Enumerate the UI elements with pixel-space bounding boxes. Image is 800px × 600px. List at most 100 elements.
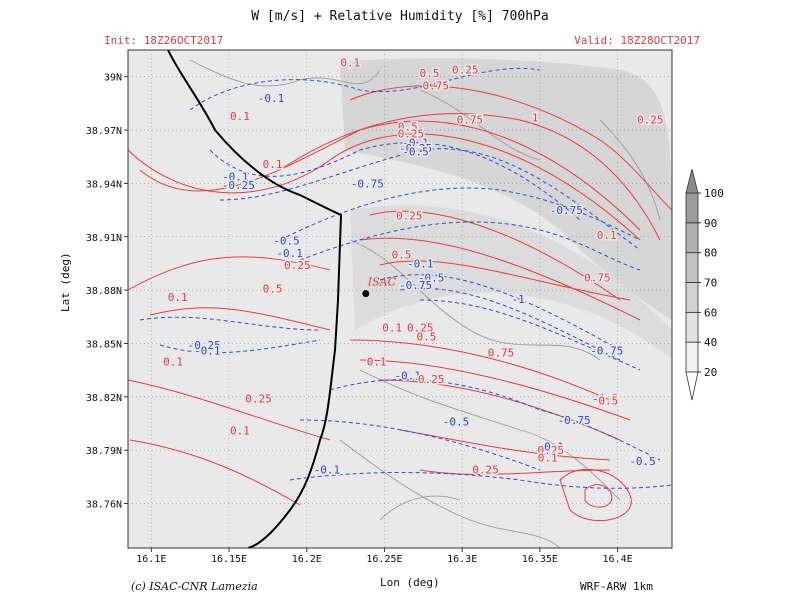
model-label: WRF-ARW 1km — [580, 580, 653, 593]
contour-label: -0.1 — [276, 247, 303, 260]
contour-label: -0.75 — [558, 414, 591, 427]
station-label: ISAC — [367, 276, 397, 289]
contour-label: 0.1 — [340, 56, 360, 69]
contour-label: -0.25 — [399, 142, 432, 155]
x-tick-label: 16.35E — [522, 554, 558, 565]
y-tick-label: 38.76N — [86, 500, 122, 511]
x-tick-label: 16.15E — [211, 554, 247, 565]
colorbar-tick-label: 20 — [704, 366, 717, 379]
x-tick-label: 16.3E — [447, 554, 477, 565]
contour-label: -0.5 — [629, 455, 656, 468]
contour-label: -0.1 — [314, 464, 341, 477]
contour-label: -0.5 — [418, 272, 445, 285]
contour-label: -0.25 — [188, 339, 221, 352]
contour-label: -0.5 — [273, 234, 300, 247]
downward-contours — [139, 67, 672, 489]
contour-label: 0.25 — [245, 393, 272, 406]
contour-label: -0.1 — [258, 92, 285, 105]
contour-label: 0.25 — [452, 64, 479, 77]
contour-label: 0.25 — [538, 444, 565, 457]
contour-label: 0.75 — [584, 272, 611, 285]
x-axis-label: Lon (deg) — [380, 576, 440, 589]
contour-label: 0.25 — [637, 113, 664, 126]
valid-time-label: Valid: 18Z28OCT2017 — [574, 34, 700, 47]
upward-contours — [128, 85, 672, 522]
y-tick-label: 38.85N — [86, 339, 122, 350]
contour-label: 0.25 — [396, 209, 423, 222]
colorbar-tick-label: 80 — [704, 247, 717, 260]
contour-label: 0.1 — [230, 110, 250, 123]
contour-label: -0.5 — [592, 393, 619, 406]
colorbar-bottom-arrow — [685, 371, 699, 401]
contour-label: 0.75 — [457, 113, 484, 126]
contour-label: -0.75 — [550, 204, 583, 217]
boundary-lines — [189, 59, 661, 548]
contour-label: 0.1 — [382, 321, 402, 334]
contour-label: 0.5 — [392, 249, 412, 262]
humidity-fill-band — [350, 205, 672, 360]
x-tick-label: 16.1E — [136, 554, 166, 565]
contour-label: -0.1 — [402, 136, 429, 149]
y-tick-label: 39N — [104, 73, 122, 84]
y-tick-label: 38.88N — [86, 286, 122, 297]
colorbar-segment — [685, 341, 699, 373]
contour-label: -0.25 — [222, 179, 255, 192]
contour-label: 0.25 — [398, 128, 425, 141]
contour-label: 0.5 — [598, 394, 618, 407]
contour-label: 0.75 — [488, 346, 515, 359]
y-tick-label: 38.79N — [86, 446, 122, 457]
x-tick-label: 16.4E — [603, 554, 633, 565]
colorbar-top-arrow — [685, 168, 699, 194]
contour-label: 0.1 — [538, 451, 558, 464]
contour-label: 0.25 — [407, 321, 434, 334]
y-tick-label: 38.94N — [86, 179, 122, 190]
contour-label: 0.5 — [398, 120, 418, 133]
contour-label: -0.1 — [395, 369, 422, 382]
contour-label: 0.1 — [163, 355, 183, 368]
contour-label: 0.1 — [263, 158, 283, 171]
init-time-label: Init: 18Z26OCT2017 — [104, 34, 224, 47]
colorbar-tick-label: 100 — [704, 187, 724, 200]
contour-label: 0.25 — [418, 373, 445, 386]
colorbar-segment — [685, 252, 699, 283]
humidity-fill-upper — [340, 58, 672, 321]
colorbar-tick-label: 90 — [704, 217, 717, 230]
x-tick-label: 16.2E — [292, 554, 322, 565]
contour-label: 0.1 — [367, 355, 387, 368]
contour-label: -0.1 — [194, 345, 221, 358]
colorbar-segment — [685, 222, 699, 254]
coastline — [167, 50, 343, 548]
contour-label: -1 — [512, 293, 525, 306]
contour-label: -0.5 — [402, 145, 429, 158]
colorbar-segment — [685, 311, 699, 343]
y-tick-label: 38.82N — [86, 393, 122, 404]
colorbar-tick-label: 60 — [704, 306, 717, 319]
contour-label: 0.25 — [284, 259, 311, 272]
contour-label: 0.5 — [420, 67, 440, 80]
contour-label: -0.1 — [407, 257, 434, 270]
copyright-label: (c) ISAC-CNR Lamezia — [131, 580, 258, 593]
contour-label: -0.1 — [538, 441, 565, 454]
colorbar-segment — [685, 282, 699, 313]
contour-label: -0.75 — [399, 279, 432, 292]
colorbar-tick-label: 40 — [704, 336, 717, 349]
contour-label: 1 — [532, 112, 539, 125]
contour-label: 0.75 — [422, 80, 449, 93]
contour-label: 0.1 — [168, 291, 188, 304]
y-tick-label: 38.91N — [86, 233, 122, 244]
plot-frame — [127, 49, 673, 549]
contour-label: -0.75 — [590, 345, 623, 358]
contour-label: -0.5 — [443, 416, 470, 429]
contour-label: 0.5 — [416, 330, 436, 343]
contour-label: -0.1 — [222, 170, 249, 183]
humidity-colorbar: 20 40 60 70 80 90 100 — [685, 168, 724, 401]
colorbar-segment — [685, 192, 699, 224]
contour-label: 0.5 — [263, 282, 283, 295]
contour-label: 0.1 — [597, 229, 617, 242]
station-marker — [362, 290, 370, 298]
colorbar-tick-label: 70 — [704, 277, 717, 290]
contour-label: 0.25 — [472, 464, 499, 477]
chart-title: W [m/s] + Relative Humidity [%] 700hPa — [251, 9, 549, 24]
contour-label: 0.1 — [230, 425, 250, 438]
